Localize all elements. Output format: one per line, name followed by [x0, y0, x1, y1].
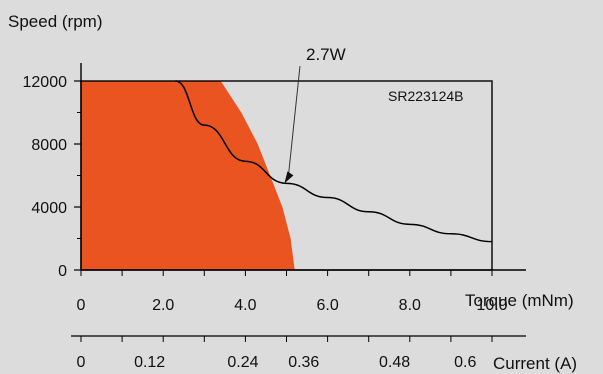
current-tick-label: 0.12 — [134, 354, 165, 371]
y-tick-label: 0 — [58, 263, 67, 280]
current-tick-label: 0.6 — [454, 354, 476, 371]
annotation-arrowhead — [284, 171, 294, 184]
torque-axis-title: Torque (mNm) — [465, 291, 574, 310]
torque-tick-label: 8.0 — [399, 297, 421, 314]
operating-area — [81, 81, 295, 270]
torque-tick-label: 6.0 — [316, 297, 338, 314]
current-axis-title: Current (A) — [493, 354, 577, 373]
current-tick-label: 0.48 — [379, 354, 410, 371]
y-tick-label: 12000 — [23, 74, 68, 91]
model-label: SR223124B — [388, 88, 464, 104]
y-tick-label: 8000 — [31, 137, 67, 154]
power-curve-2-7w — [175, 80, 493, 243]
y-axis-title: Speed (rpm) — [8, 12, 102, 31]
torque-tick-label: 10.0 — [476, 297, 507, 314]
current-tick-label: 0.36 — [288, 354, 319, 371]
y-tick-label: 4000 — [31, 200, 67, 217]
current-tick-label: 0.24 — [227, 354, 258, 371]
torque-tick-label: 2.0 — [152, 297, 174, 314]
current-tick-label: 0 — [77, 354, 86, 371]
torque-tick-label: 4.0 — [234, 297, 256, 314]
torque-tick-label: 0 — [77, 297, 86, 314]
annotation-2-7w: 2.7W — [306, 45, 346, 64]
annotation-arrow-line — [287, 65, 301, 176]
